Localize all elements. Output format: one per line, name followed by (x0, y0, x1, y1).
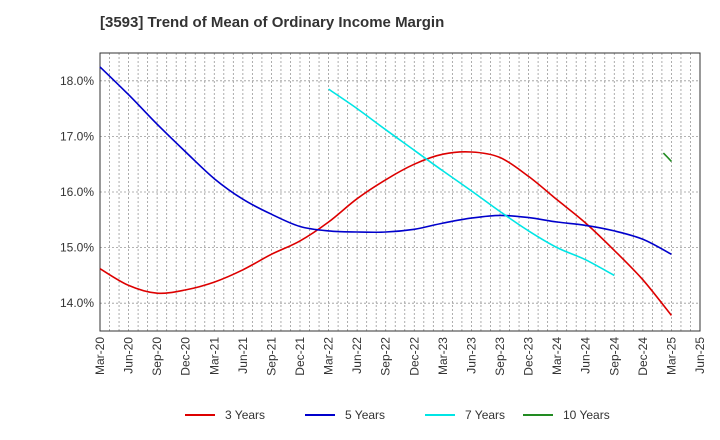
legend-label: 7 Years (465, 408, 505, 422)
x-tick-label: Jun-21 (236, 337, 250, 374)
x-tick-label: Dec-23 (522, 337, 536, 376)
x-tick-label: Mar-24 (550, 337, 564, 375)
x-tick-label: Jun-22 (350, 337, 364, 374)
grid (100, 53, 700, 331)
series-line-3-years (99, 151, 673, 316)
plot-area-border (99, 52, 701, 332)
legend-label: 5 Years (345, 408, 385, 422)
x-tick-label: Mar-21 (207, 337, 221, 375)
series-line-10-years (662, 152, 672, 162)
y-tick-label: 18.0% (60, 74, 94, 88)
x-tick-label: Jun-25 (693, 337, 707, 374)
x-axis-ticks: Mar-20 Jun-20 Sep-20 Dec-20 Mar-21 Jun-21 Sep-… (93, 337, 707, 376)
legend-label: 10 Years (563, 408, 610, 422)
x-tick-label: Sep-23 (493, 337, 507, 376)
chart-title: [3593] Trend of Mean of Ordinary Income … (100, 14, 445, 31)
y-tick-label: 15.0% (60, 241, 94, 255)
x-tick-label: Sep-22 (379, 337, 393, 376)
series-line-7-years (328, 88, 615, 277)
y-tick-label: 14.0% (60, 296, 94, 310)
x-tick-label: Mar-20 (93, 337, 107, 375)
x-tick-label: Dec-24 (636, 337, 650, 376)
legend: 3 Years 5 Years 7 Years 10 Years (185, 408, 610, 422)
x-tick-label: Dec-22 (407, 337, 421, 376)
x-tick-label: Jun-20 (122, 337, 136, 374)
x-tick-label: Sep-20 (150, 337, 164, 376)
series-lines (99, 66, 673, 316)
x-tick-label: Mar-25 (664, 337, 678, 375)
x-tick-label: Mar-23 (436, 337, 450, 375)
series-line-5-years (99, 66, 672, 256)
x-tick-label: Jun-24 (579, 337, 593, 374)
legend-label: 3 Years (225, 408, 265, 422)
x-tick-label: Dec-20 (179, 337, 193, 376)
y-tick-label: 16.0% (60, 185, 94, 199)
x-tick-label: Jun-23 (464, 337, 478, 374)
x-tick-label: Dec-21 (293, 337, 307, 376)
x-tick-label: Mar-22 (322, 337, 336, 375)
x-tick-label: Sep-24 (607, 337, 621, 376)
x-tick-label: Sep-21 (264, 337, 278, 376)
y-tick-label: 17.0% (60, 129, 94, 143)
y-axis-ticks: 14.0% 15.0% 16.0% 17.0% 18.0% (60, 74, 94, 310)
